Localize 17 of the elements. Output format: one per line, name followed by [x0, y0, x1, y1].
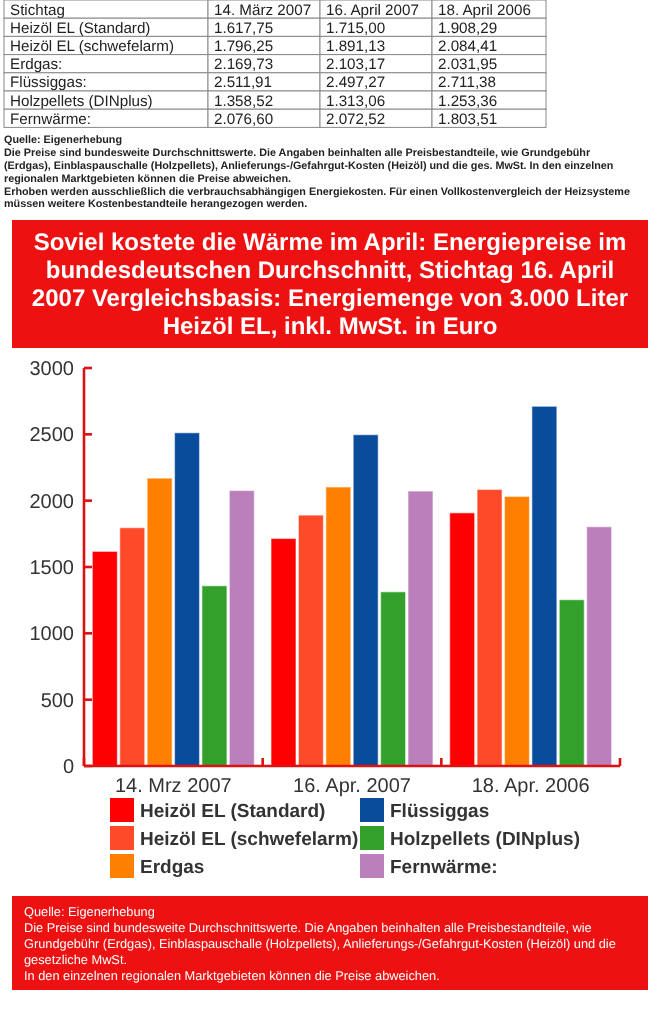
y-tick-label: 3000 [29, 359, 75, 381]
x-tick-label: 16. Apr. 2007 [293, 776, 412, 798]
legend-label: Erdgas [140, 857, 205, 879]
y-tick-label: 500 [40, 690, 75, 713]
legend-label: Holzpellets (DINplus) [390, 829, 581, 851]
chart-title: Soviel kostete die Wärme im April: Energiepreise im bundesdeutschen Durchschnitt, Stichtag 16. April 2007 Vergleichsbasis: Energiemenge von 3.000 Liter Heizöl EL, inkl. MwSt. in Euro [31, 228, 629, 340]
x-tick-label: 14. Mrz 2007 [114, 776, 233, 798]
legend-label: Flüssiggas [390, 801, 490, 823]
y-tick-label: 1000 [29, 624, 75, 647]
y-tick-label: 1500 [29, 558, 75, 580]
y-tick-label: 0 [62, 757, 75, 779]
y-tick-label: 2500 [29, 425, 75, 448]
legend-label: Heizöl EL (Standard) [140, 801, 326, 823]
legend-label: Heizöl EL (schwefelarm) [140, 829, 359, 851]
y-tick-label: 2000 [29, 491, 75, 514]
x-tick-label: 18. Apr. 2006 [471, 776, 591, 798]
legend-label: Fernwärme: [390, 857, 498, 879]
